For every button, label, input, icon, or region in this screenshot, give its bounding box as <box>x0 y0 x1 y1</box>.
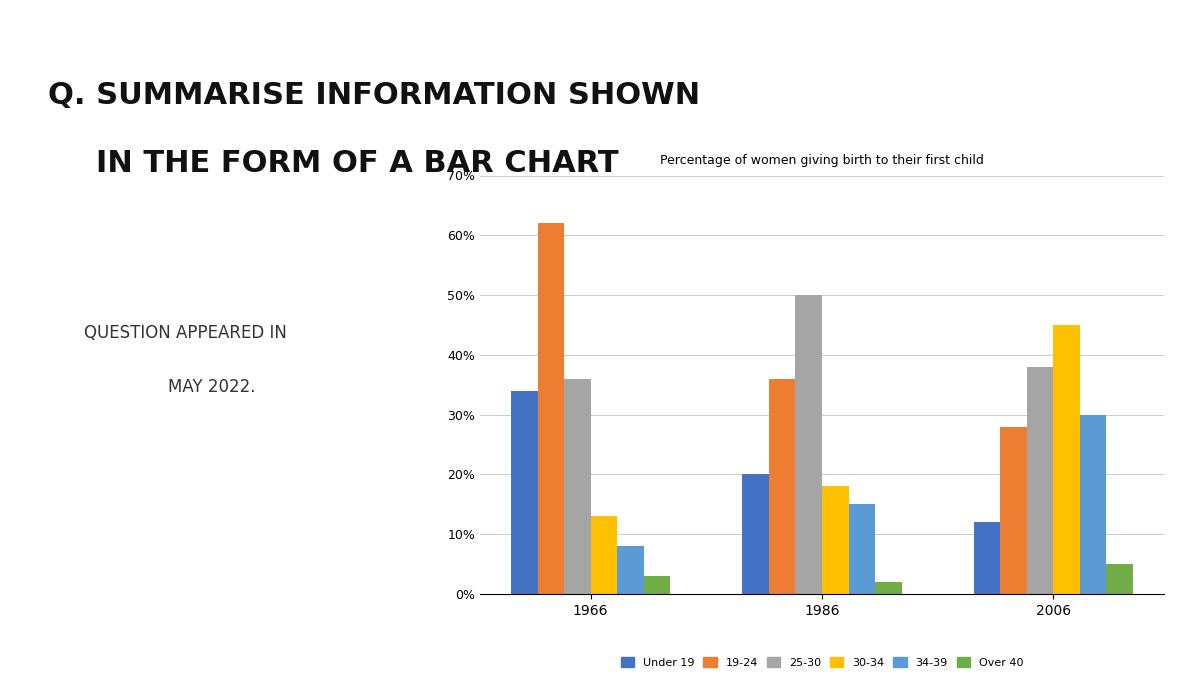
Bar <box>617 546 643 594</box>
Legend: Under 19, 19-24, 25-30, 30-34, 34-39, Over 40: Under 19, 19-24, 25-30, 30-34, 34-39, Ov… <box>617 654 1027 671</box>
Text: MAY 2022.: MAY 2022. <box>168 378 256 396</box>
Bar <box>564 379 590 594</box>
Bar <box>538 223 564 594</box>
Bar <box>974 522 1001 594</box>
Text: YUNO: YUNO <box>569 628 631 647</box>
Bar <box>1054 325 1080 594</box>
Bar <box>511 391 538 594</box>
Bar <box>1106 564 1133 594</box>
Text: IN THE FORM OF A BAR CHART: IN THE FORM OF A BAR CHART <box>96 148 619 178</box>
Bar <box>743 475 769 594</box>
Bar <box>1027 367 1054 594</box>
Bar <box>1001 427 1027 594</box>
Bar <box>590 516 617 594</box>
Bar <box>643 576 670 594</box>
Bar <box>1080 414 1106 594</box>
Bar <box>848 504 875 594</box>
Bar <box>796 295 822 594</box>
Bar <box>769 379 796 594</box>
Text: QUESTION APPEARED IN: QUESTION APPEARED IN <box>84 324 287 342</box>
Bar <box>822 487 848 594</box>
Title: Percentage of women giving birth to their first child: Percentage of women giving birth to thei… <box>660 155 984 167</box>
Text: Q. SUMMARISE INFORMATION SHOWN: Q. SUMMARISE INFORMATION SHOWN <box>48 81 700 110</box>
Bar <box>875 582 901 594</box>
